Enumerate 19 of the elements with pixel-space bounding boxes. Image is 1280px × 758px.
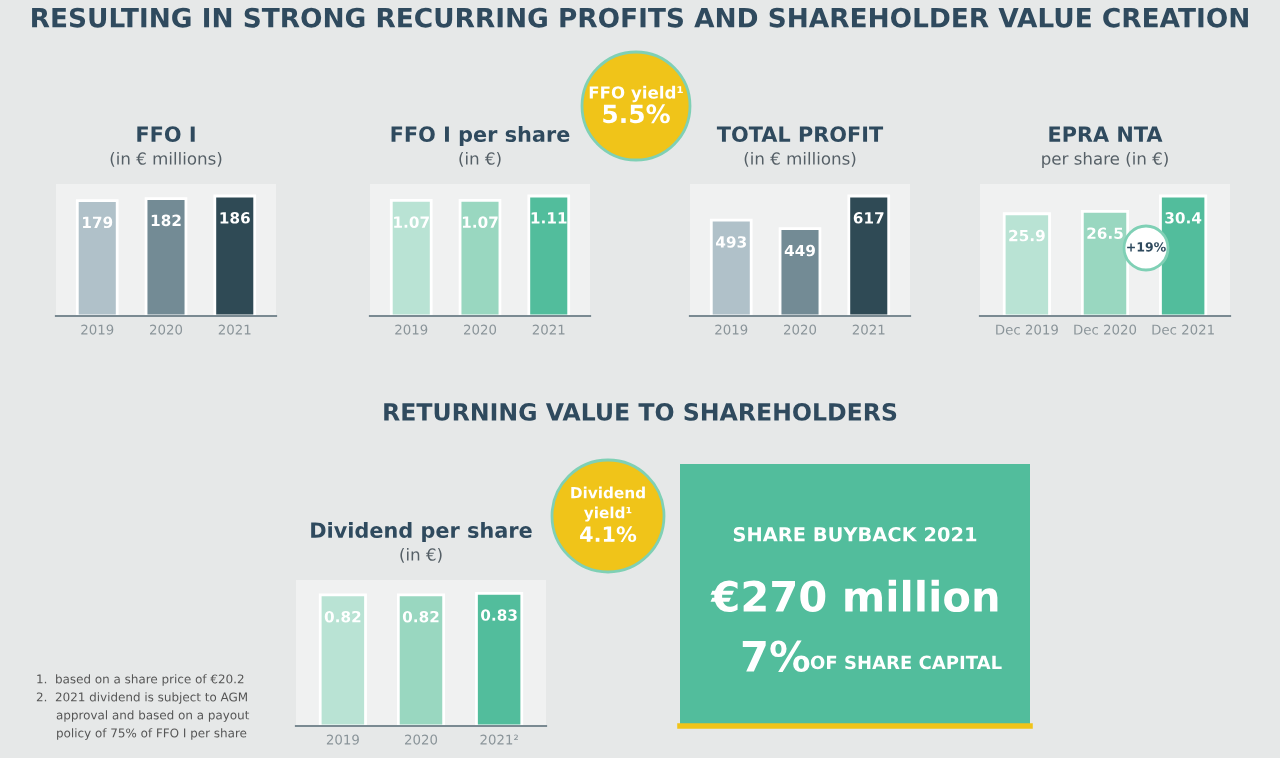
chart-subtitle: (in € millions) — [110, 151, 222, 167]
text: FFO yield¹ — [589, 85, 683, 103]
text: €270 million — [710, 579, 998, 613]
text: OF SHARE CAPITAL — [810, 655, 1002, 670]
text: RETURNING VALUE TO SHAREHOLDERS — [384, 402, 897, 421]
text: 7% — [742, 640, 810, 673]
chart-subtitle: per share (in €) — [1042, 151, 1168, 169]
chart-title: EPRA NTA — [1049, 126, 1163, 142]
text: SHARE BUYBACK 2021 — [733, 526, 977, 542]
chart-title: FFO I per share — [391, 125, 570, 147]
text: RESULTING IN STRONG RECURRING PROFITS AND SHAREHOLDER VALUE CREATION — [32, 7, 1248, 28]
chart-subtitle: (in €) — [459, 151, 501, 167]
chart-title: TOTAL PROFIT — [716, 126, 884, 143]
chart-subtitle: (in € millions) — [744, 151, 856, 167]
chart-title: Dividend per share — [311, 521, 532, 543]
chart-title: FFO I — [137, 126, 195, 143]
text: 5.5% — [603, 104, 670, 124]
chart-subtitle: (in €) — [400, 547, 442, 563]
text: 4.1% — [580, 526, 637, 543]
